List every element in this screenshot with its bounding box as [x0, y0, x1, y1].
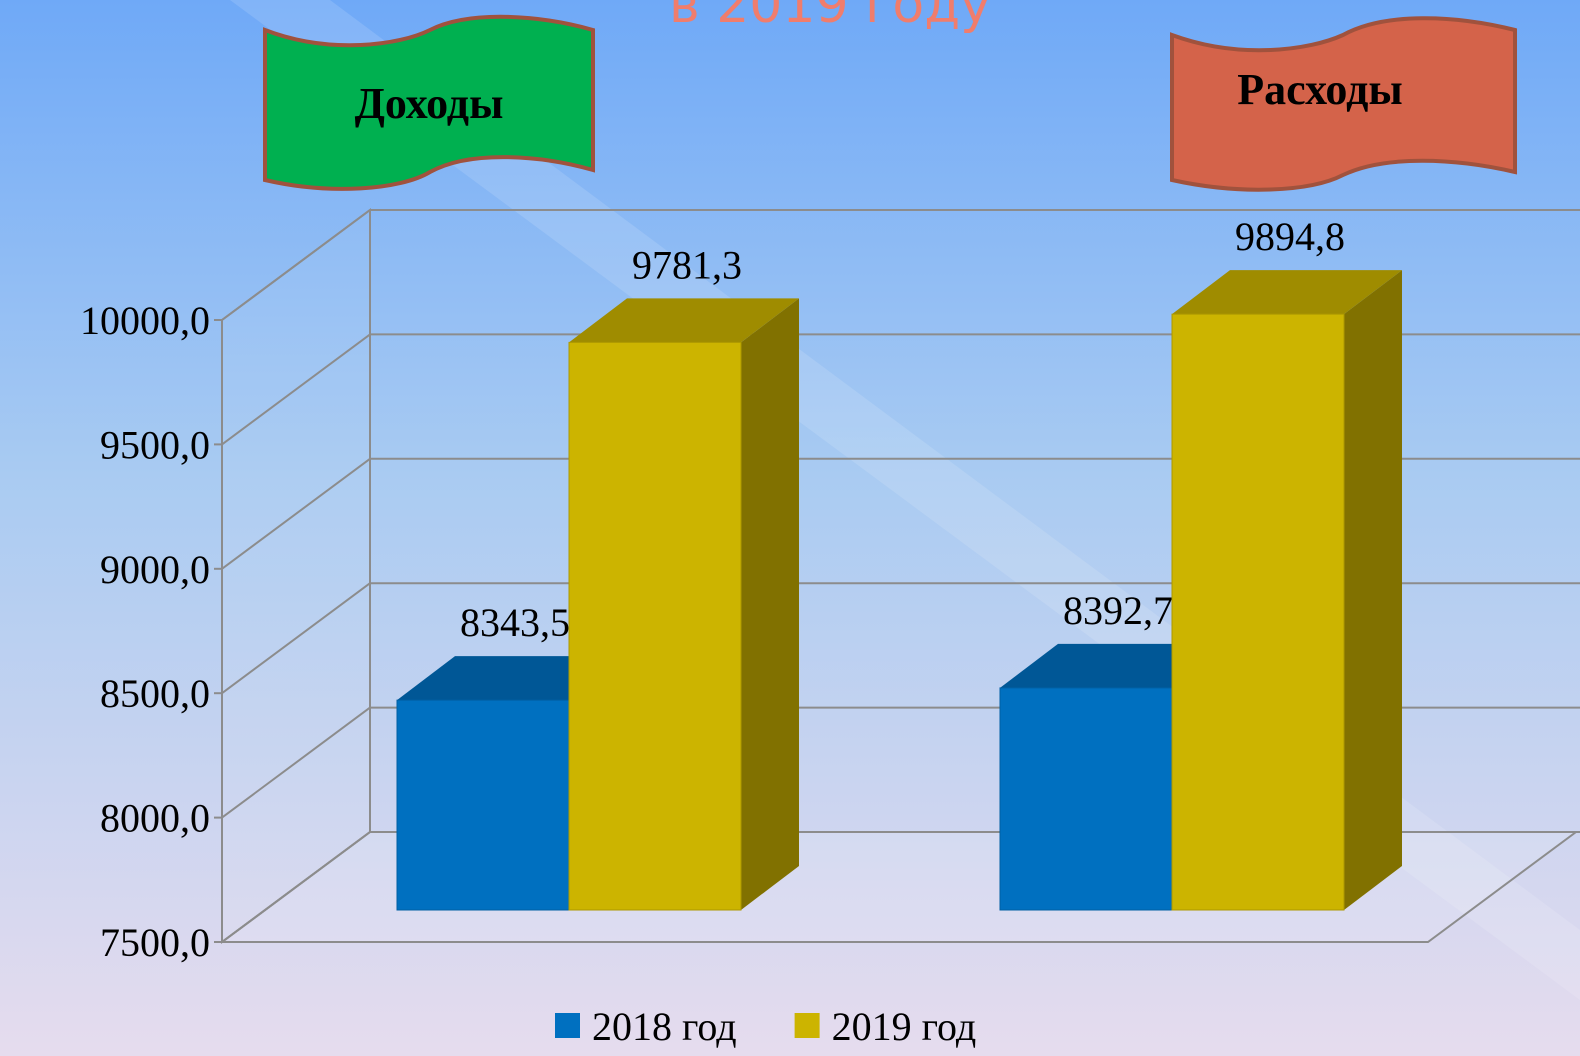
bar-top	[1172, 270, 1402, 315]
category-banner: Доходы	[263, 14, 595, 191]
y-tick-label: 9500,0	[100, 422, 210, 467]
data-label: 8392,7	[1063, 588, 1173, 633]
legend: 2018 год 2019 год	[555, 1004, 976, 1049]
side-wall	[221, 208, 371, 944]
y-tick-label: 7500,0	[100, 920, 210, 965]
y-tick-label: 9000,0	[100, 547, 210, 592]
bar-side	[1344, 270, 1402, 910]
bar	[396, 699, 570, 911]
bar	[1171, 313, 1345, 911]
data-label: 9781,3	[632, 242, 742, 287]
category-label: Расходы	[1237, 65, 1403, 114]
legend-label: 2018 год	[592, 1004, 737, 1049]
banner-shape	[1170, 16, 1517, 192]
grid-line	[221, 582, 371, 695]
grid-line	[221, 706, 371, 819]
banner-shape	[263, 14, 595, 191]
bar-top	[569, 298, 799, 343]
category-banner: Расходы	[1170, 16, 1517, 192]
bar	[999, 687, 1173, 911]
grid-line	[221, 831, 371, 943]
bars: 8343,5 9781,3 8392,7 9894,8	[396, 214, 1402, 911]
data-label: 9894,8	[1235, 214, 1345, 259]
data-label: 8343,5	[460, 600, 570, 645]
chart-title: в 2019 году	[669, 0, 991, 35]
legend-label: 2019 год	[832, 1004, 977, 1049]
y-tick-label: 10000,0	[80, 298, 210, 343]
bar	[568, 341, 742, 911]
grid-line	[221, 333, 371, 446]
bar-side	[741, 298, 799, 910]
category-label: Доходы	[355, 79, 504, 128]
grid-line	[221, 209, 371, 321]
legend-swatch	[555, 1013, 580, 1038]
y-tick-label: 8000,0	[100, 796, 210, 841]
y-tick-label: 8500,0	[100, 671, 210, 716]
grid-line	[221, 457, 371, 570]
legend-swatch	[794, 1013, 820, 1038]
